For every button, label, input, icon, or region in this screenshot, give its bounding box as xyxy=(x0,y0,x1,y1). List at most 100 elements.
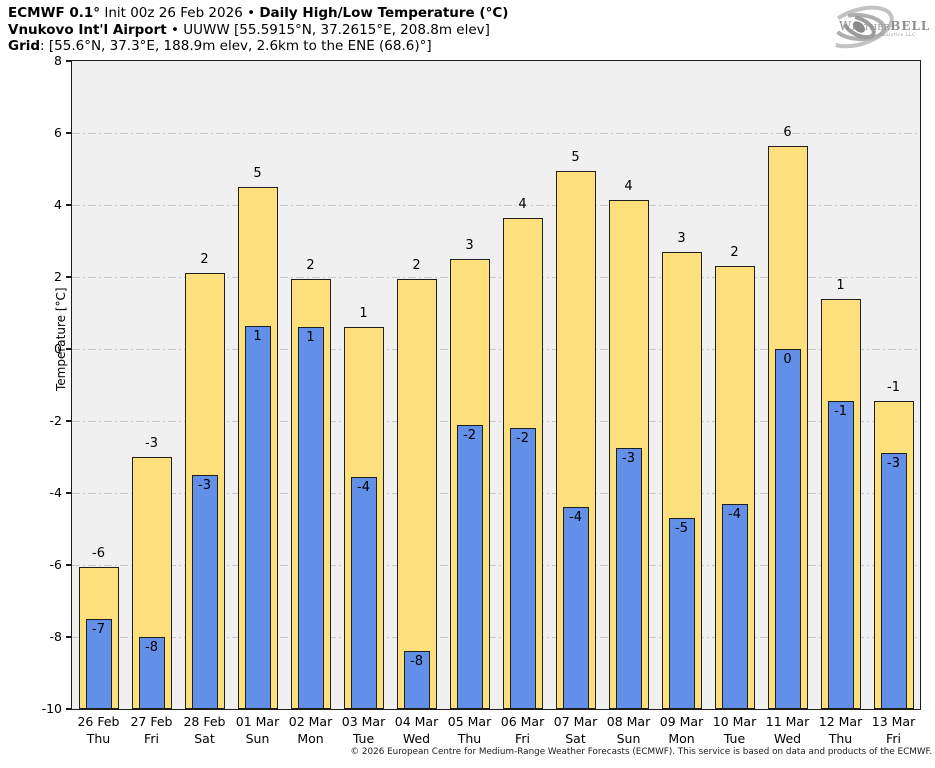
y-tick-mark xyxy=(65,708,71,710)
x-tick-label: 01 Mar Sun xyxy=(231,713,284,747)
low-bar xyxy=(138,637,165,709)
y-tick-mark xyxy=(65,492,71,494)
low-bar xyxy=(880,453,907,709)
gridline xyxy=(72,420,920,422)
x-tick-date: 07 Mar xyxy=(553,714,598,729)
x-tick-label: 12 Mar Thu xyxy=(814,713,867,747)
logo-bell-text: BELL xyxy=(890,19,931,33)
y-tick-label: 6 xyxy=(54,125,62,140)
y-tick-label: -10 xyxy=(41,701,62,716)
x-tick-label: 04 Mar Wed xyxy=(390,713,443,747)
x-tick-day: Wed xyxy=(402,731,431,746)
init-time: Init 00z 26 Feb 2026 • xyxy=(100,5,260,21)
x-tick-date: 02 Mar xyxy=(288,714,333,729)
x-tick-day: Thu xyxy=(828,731,853,746)
low-bar xyxy=(562,507,589,709)
high-value-label: 5 xyxy=(571,149,580,165)
weatherbell-logo: WeatherBELL Analytics LLC xyxy=(821,3,931,53)
x-tick-day: Sun xyxy=(616,731,641,746)
high-value-label: -3 xyxy=(145,436,158,451)
low-value-label: 1 xyxy=(253,328,262,344)
low-value-label: -1 xyxy=(834,404,847,420)
station-coords: • UUWW [55.5915°N, 37.2615°E, 208.8m ele… xyxy=(166,21,490,38)
x-tick-label: 05 Mar Thu xyxy=(443,713,496,747)
y-tick-mark xyxy=(65,420,71,422)
low-value-label: -4 xyxy=(569,510,582,526)
x-tick-day: Mon xyxy=(668,731,695,746)
y-tick-label: -2 xyxy=(49,413,62,428)
low-bar xyxy=(297,327,324,709)
low-bar xyxy=(191,475,218,709)
y-tick-label: 8 xyxy=(54,53,62,68)
low-value-label: -5 xyxy=(675,521,688,537)
x-tick-day: Sun xyxy=(245,731,270,746)
high-value-label: 5 xyxy=(253,166,262,181)
low-bar xyxy=(668,518,695,709)
logo-weather-text: Weather xyxy=(839,19,891,33)
low-value-label: -8 xyxy=(145,640,158,655)
x-tick-day: Thu xyxy=(86,731,111,746)
low-value-label: -3 xyxy=(198,478,211,493)
x-tick-day: Sat xyxy=(194,731,215,746)
low-bar xyxy=(244,325,271,709)
low-bar xyxy=(350,476,377,709)
station-name: Vnukovo Int'l Airport xyxy=(8,21,167,38)
low-value-label: 0 xyxy=(783,352,792,367)
x-tick-day: Tue xyxy=(723,731,746,746)
y-tick-mark xyxy=(65,60,71,62)
x-tick-day: Sat xyxy=(565,731,586,746)
y-tick-label: -4 xyxy=(49,485,62,500)
high-value-label: 2 xyxy=(306,257,315,273)
x-tick-date: 04 Mar xyxy=(394,714,439,729)
x-tick-date: 27 Feb xyxy=(130,714,173,729)
gridline xyxy=(72,492,920,494)
x-tick-date: 11 Mar xyxy=(765,714,810,729)
y-tick-mark xyxy=(65,204,71,206)
low-value-label: -8 xyxy=(410,654,423,670)
gridline xyxy=(72,132,920,134)
high-value-label: -1 xyxy=(887,380,900,396)
x-tick-label: 28 Feb Sat xyxy=(178,713,231,747)
y-tick-label: -6 xyxy=(49,557,62,572)
y-tick-mark xyxy=(65,564,71,566)
low-value-label: -2 xyxy=(516,431,529,447)
copyright-attribution: © 2026 European Centre for Medium-Range … xyxy=(350,747,932,757)
y-tick-label: 2 xyxy=(54,269,62,284)
gridline xyxy=(72,204,920,206)
chart-header: ECMWF 0.1° Init 00z 26 Feb 2026 • Daily … xyxy=(8,5,508,55)
high-value-label: 4 xyxy=(518,196,527,212)
x-tick-label: 03 Mar Tue xyxy=(337,713,390,747)
y-tick-mark xyxy=(65,636,71,638)
x-tick-date: 10 Mar xyxy=(712,714,757,729)
x-tick-day: Wed xyxy=(773,731,802,746)
high-value-label: 3 xyxy=(465,238,474,253)
x-tick-label: 08 Mar Sun xyxy=(602,713,655,747)
low-value-label: -4 xyxy=(728,506,741,522)
low-bar xyxy=(774,349,801,709)
gridline xyxy=(72,276,920,278)
model-name: ECMWF 0.1° xyxy=(8,5,101,21)
x-tick-date: 05 Mar xyxy=(447,714,492,729)
title-line-1: ECMWF 0.1° Init 00z 26 Feb 2026 • Daily … xyxy=(8,5,508,22)
x-tick-label: 07 Mar Sat xyxy=(549,713,602,747)
low-value-label: -7 xyxy=(92,622,105,637)
gridline xyxy=(72,348,920,350)
plot-area: 8 6 4 2 0 -2 -4 -6 -8 -10 -6 -7 26 Feb Thu -3 -8 27 Feb F… xyxy=(42,53,921,746)
product-name: Daily High/Low Temperature (°C) xyxy=(259,5,509,21)
gridline xyxy=(72,636,920,638)
y-tick-label: 0 xyxy=(54,341,62,356)
low-bar xyxy=(615,448,642,709)
x-tick-day: Tue xyxy=(352,731,375,746)
x-tick-date: 06 Mar xyxy=(500,714,545,729)
x-tick-label: 09 Mar Mon xyxy=(655,713,708,747)
low-value-label: -4 xyxy=(357,479,370,495)
y-tick-label: -8 xyxy=(49,629,62,644)
x-tick-label: 02 Mar Mon xyxy=(284,713,337,747)
high-value-label: 2 xyxy=(200,252,209,268)
y-tick-label: 4 xyxy=(54,197,62,212)
low-value-label: -3 xyxy=(887,456,900,472)
high-value-label: -6 xyxy=(92,545,105,561)
low-bar xyxy=(85,619,112,709)
y-tick-mark xyxy=(65,348,71,350)
gridline xyxy=(72,564,920,566)
